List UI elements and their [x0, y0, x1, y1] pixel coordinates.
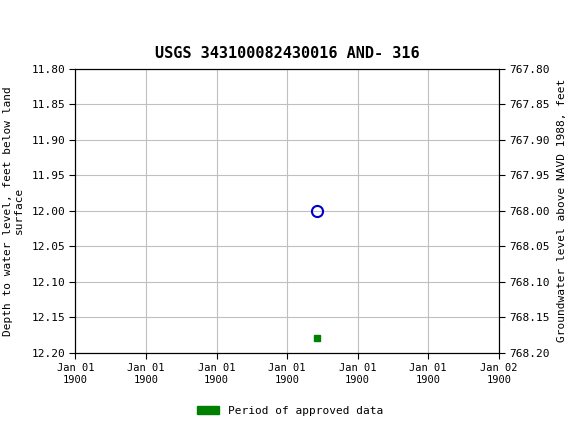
Legend: Period of approved data: Period of approved data	[193, 401, 387, 420]
Title: USGS 343100082430016 AND- 316: USGS 343100082430016 AND- 316	[155, 46, 419, 61]
Y-axis label: Groundwater level above NAVD 1988, feet: Groundwater level above NAVD 1988, feet	[557, 79, 567, 342]
Y-axis label: Depth to water level, feet below land
surface: Depth to water level, feet below land su…	[3, 86, 24, 335]
Text: ≡USGS: ≡USGS	[12, 16, 99, 36]
Text: ≋USGS: ≋USGS	[6, 16, 82, 35]
